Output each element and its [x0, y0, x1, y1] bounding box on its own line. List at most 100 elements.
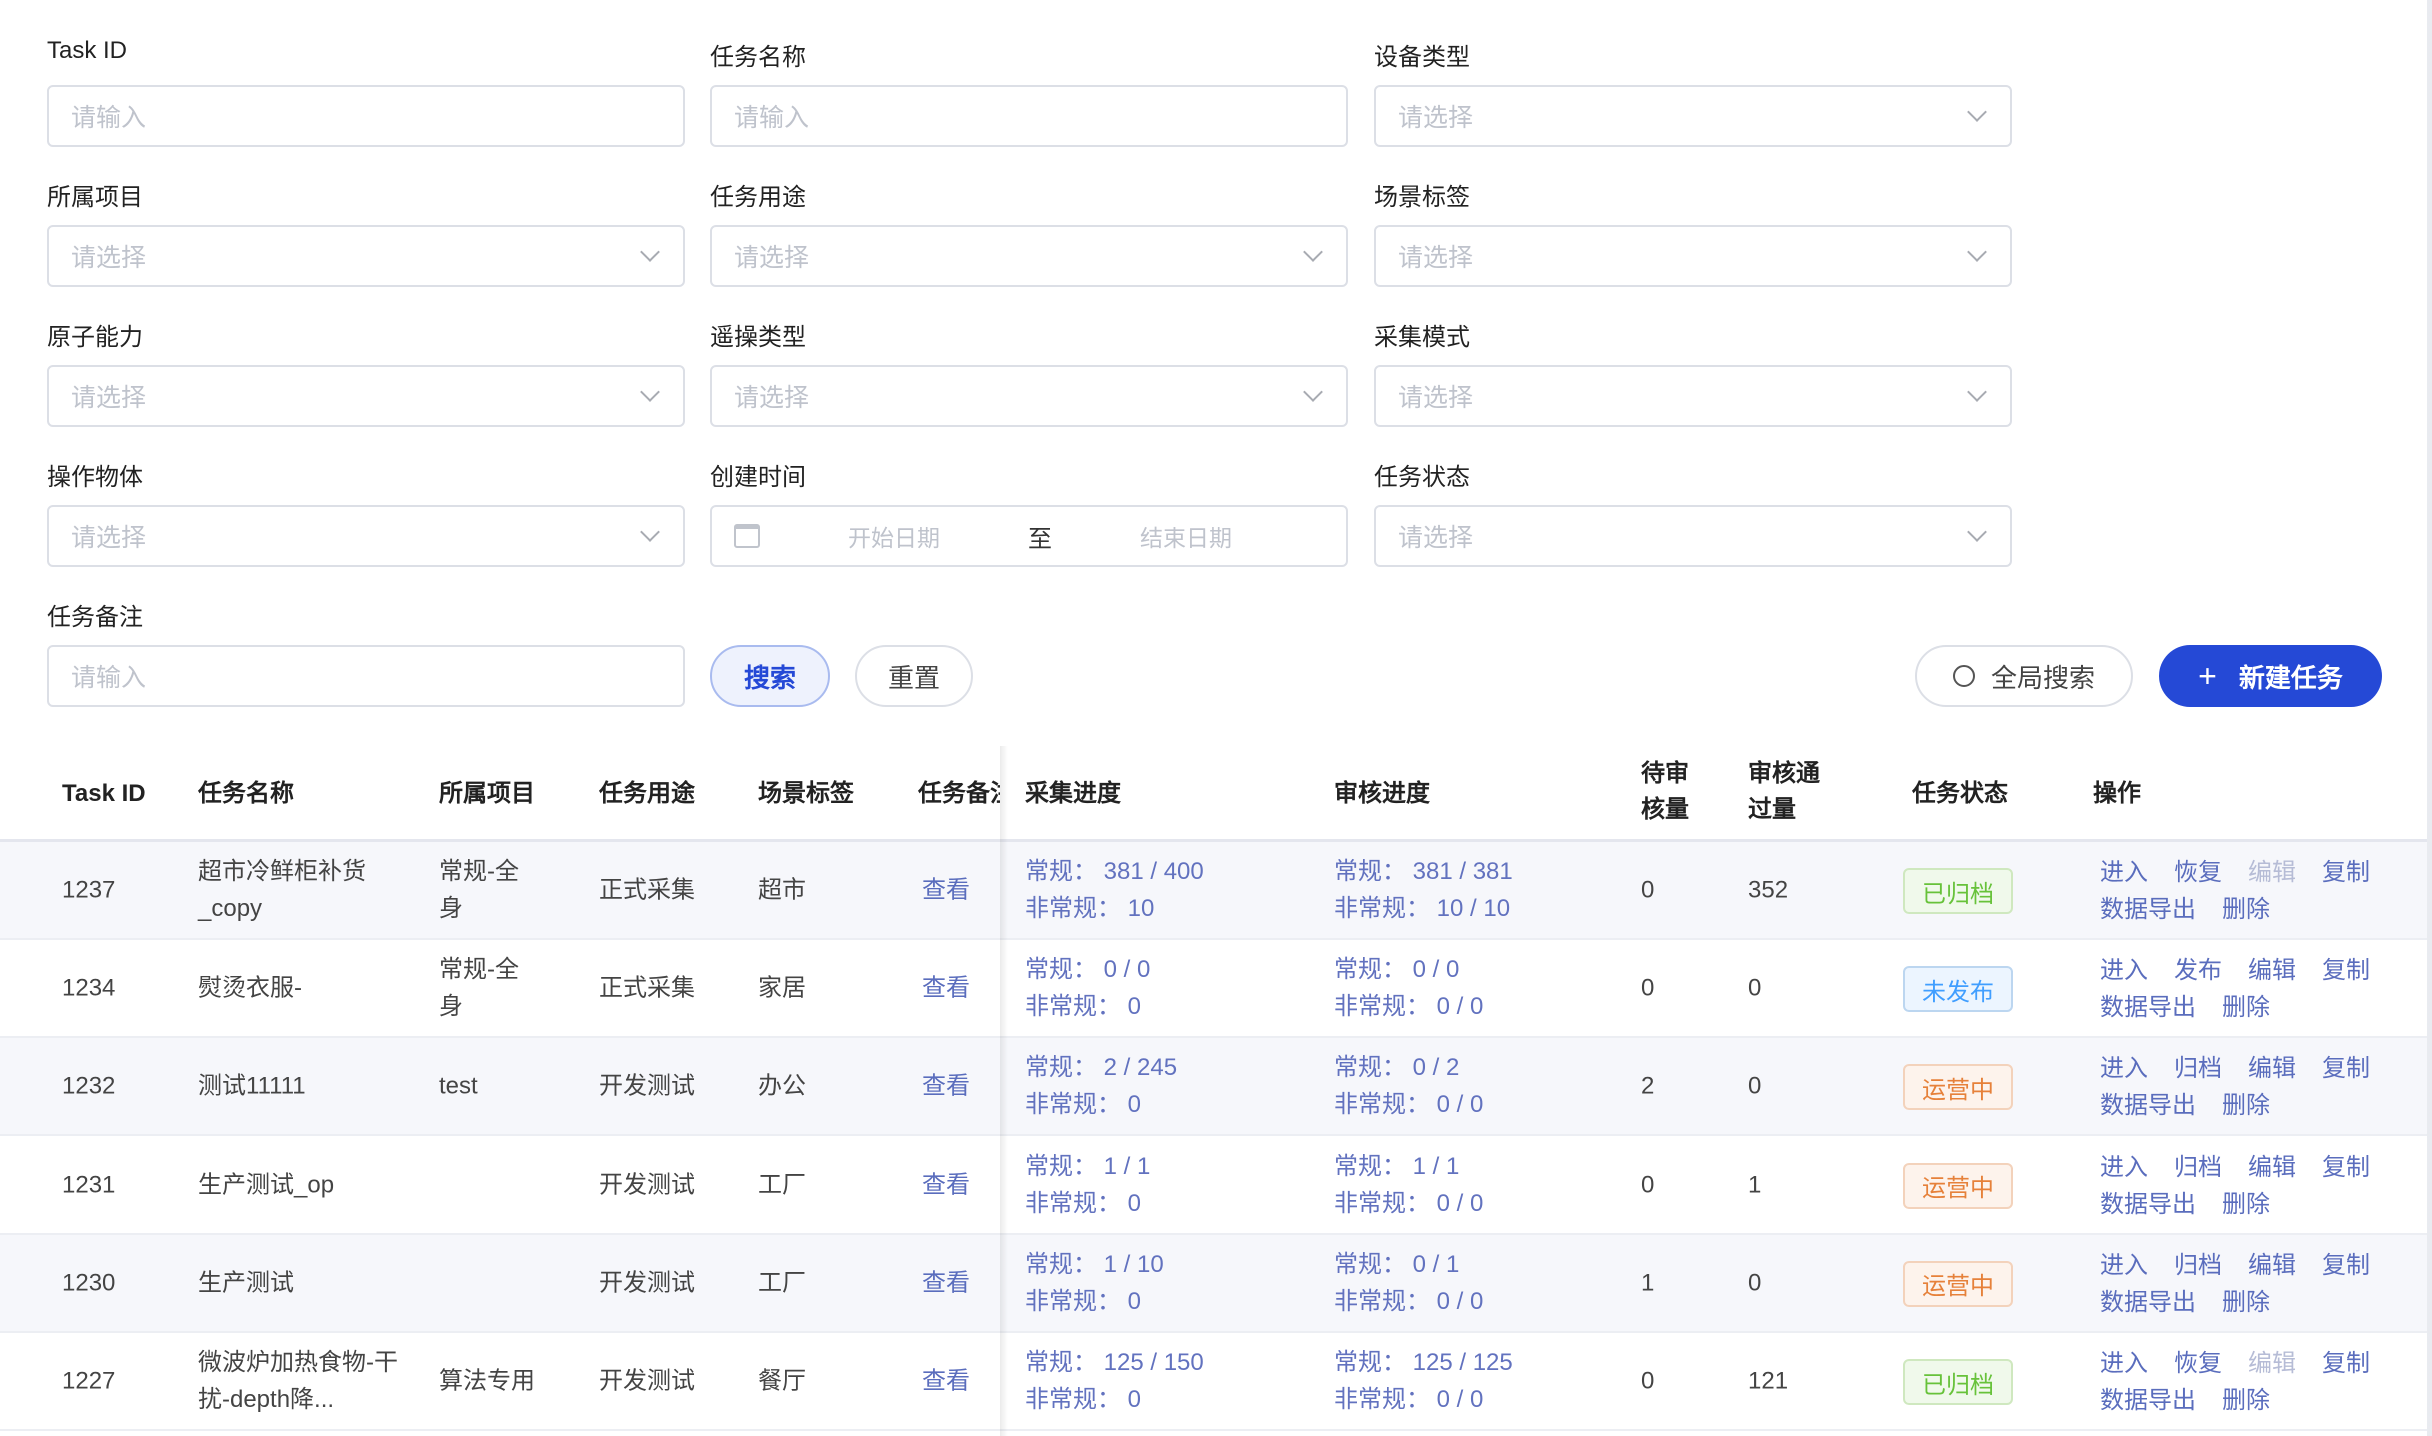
action-2[interactable]: 编辑 [2248, 957, 2296, 985]
fixed-column-shadow [1000, 746, 1008, 1436]
review-progress-irregular: 非常规： 0 / 0 [1334, 993, 1484, 1021]
action-5[interactable]: 删除 [2222, 1387, 2270, 1414]
filter-input[interactable]: 请输入 [47, 85, 685, 147]
filter-select[interactable]: 请选择 [710, 365, 1348, 427]
chevron-down-icon [640, 382, 660, 402]
calendar-icon [734, 524, 760, 548]
collect-progress-regular: 常规： 0 / 0 [1025, 956, 1151, 984]
action-0[interactable]: 进入 [2100, 1055, 2148, 1083]
action-2[interactable]: 编辑 [2248, 1350, 2296, 1377]
review-progress-irregular: 非常规： 0 / 0 [1334, 1091, 1484, 1119]
action-2[interactable]: 编辑 [2248, 1251, 2296, 1279]
filter-label: 原子能力 [47, 324, 143, 351]
action-2[interactable]: 编辑 [2248, 1153, 2296, 1181]
chevron-down-icon [1303, 242, 1323, 262]
action-3[interactable]: 复制 [2322, 859, 2370, 886]
action-1[interactable]: 归档 [2174, 1153, 2222, 1181]
action-0[interactable]: 进入 [2100, 1153, 2148, 1181]
review-progress-irregular: 非常规： 0 / 0 [1334, 1189, 1484, 1217]
start-date-input[interactable]: 开始日期 [848, 525, 940, 551]
action-2[interactable]: 编辑 [2248, 1055, 2296, 1083]
new-task-button[interactable]: + 新建任务 [2159, 645, 2382, 707]
action-0[interactable]: 进入 [2100, 957, 2148, 985]
action-4[interactable]: 数据导出 [2100, 1092, 2196, 1120]
table-row: 1234 熨烫衣服- 常规-全身 正式采集 家居 查看 常规： 0 / 0 非常规： 0 常规：… [0, 940, 2427, 1039]
action-3[interactable]: 复制 [2322, 1153, 2370, 1181]
task-use: 开发测试 [599, 1072, 695, 1100]
view-note-link[interactable]: 查看 [922, 1072, 970, 1100]
action-5[interactable]: 删除 [2222, 994, 2270, 1022]
column-header: 待审核量 [1641, 760, 1689, 823]
action-5[interactable]: 删除 [2222, 1092, 2270, 1120]
filter-input[interactable]: 请输入 [710, 85, 1348, 147]
global-search-button[interactable]: 全局搜索 [1915, 645, 2133, 707]
action-1[interactable]: 恢复 [2174, 859, 2222, 886]
project: 常规-全身 [439, 956, 519, 1021]
placeholder: 请输入 [71, 104, 147, 132]
view-note-link[interactable]: 查看 [922, 1367, 970, 1395]
filter-select[interactable]: 请选择 [47, 505, 685, 567]
review-progress-irregular: 非常规： 0 / 0 [1334, 1386, 1484, 1413]
task-name: 生产测试 [198, 1269, 294, 1297]
column-header: 任务名称 [198, 780, 294, 807]
review-progress-irregular: 非常规： 0 / 0 [1334, 1287, 1484, 1315]
action-4[interactable]: 数据导出 [2100, 1288, 2196, 1316]
filter-select[interactable]: 请选择 [1374, 85, 2012, 147]
reset-button[interactable]: 重置 [855, 645, 973, 707]
filter-label: 设备类型 [1374, 44, 1470, 71]
action-4[interactable]: 数据导出 [2100, 994, 2196, 1022]
action-5[interactable]: 删除 [2222, 896, 2270, 923]
action-3[interactable]: 复制 [2322, 957, 2370, 985]
review-progress-irregular: 非常规： 10 / 10 [1334, 895, 1511, 922]
placeholder: 请选择 [1398, 384, 1474, 412]
view-note-link[interactable]: 查看 [922, 1171, 970, 1199]
filter-label: 任务状态 [1374, 464, 1470, 491]
action-0[interactable]: 进入 [2100, 1251, 2148, 1279]
collect-progress-irregular: 非常规： 0 [1025, 1386, 1142, 1413]
filter-select[interactable]: 请选择 [47, 365, 685, 427]
view-note-link[interactable]: 查看 [922, 876, 970, 904]
action-1[interactable]: 归档 [2174, 1251, 2222, 1279]
filter-select[interactable]: 请选择 [710, 225, 1348, 287]
action-0[interactable]: 进入 [2100, 1350, 2148, 1377]
collect-progress-irregular: 非常规： 0 [1025, 1287, 1142, 1315]
action-3[interactable]: 复制 [2322, 1251, 2370, 1279]
action-1[interactable]: 恢复 [2174, 1350, 2222, 1377]
action-1[interactable]: 归档 [2174, 1055, 2222, 1083]
review-passed-count: 0 [1748, 974, 1762, 1002]
filter-select[interactable]: 请选择 [1374, 365, 2012, 427]
action-3[interactable]: 复制 [2322, 1350, 2370, 1377]
created-time-range-picker[interactable]: 开始日期 至 结束日期 [710, 505, 1348, 567]
collect-progress-irregular: 非常规： 0 [1025, 1189, 1142, 1217]
action-3[interactable]: 复制 [2322, 1055, 2370, 1083]
status-badge: 运营中 [1903, 1260, 2013, 1307]
filter-select[interactable]: 请选择 [1374, 225, 2012, 287]
action-5[interactable]: 删除 [2222, 1288, 2270, 1316]
action-5[interactable]: 删除 [2222, 1190, 2270, 1218]
action-0[interactable]: 进入 [2100, 859, 2148, 886]
view-note-link[interactable]: 查看 [922, 974, 970, 1002]
chevron-down-icon [1303, 382, 1323, 402]
vertical-scrollbar[interactable] [2427, 0, 2432, 1436]
filter-label: 任务备注 [47, 604, 143, 631]
task-name: 熨烫衣服- [198, 974, 302, 1002]
action-2[interactable]: 编辑 [2248, 859, 2296, 886]
action-4[interactable]: 数据导出 [2100, 896, 2196, 923]
placeholder: 请选择 [734, 244, 810, 272]
review-progress-regular: 常规： 0 / 0 [1334, 956, 1460, 984]
task-id: 1230 [62, 1269, 116, 1297]
filter-input[interactable]: 请输入 [47, 645, 685, 707]
action-1[interactable]: 发布 [2174, 957, 2222, 985]
action-4[interactable]: 数据导出 [2100, 1190, 2196, 1218]
filter-select[interactable]: 请选择 [1374, 505, 2012, 567]
collect-progress-regular: 常规： 1 / 10 [1025, 1250, 1164, 1278]
action-4[interactable]: 数据导出 [2100, 1387, 2196, 1414]
column-header: 审核进度 [1334, 780, 1430, 807]
filter-select[interactable]: 请选择 [47, 225, 685, 287]
project: 常规-全身 [439, 858, 519, 922]
view-note-link[interactable]: 查看 [922, 1269, 970, 1297]
chevron-down-icon [640, 522, 660, 542]
search-button[interactable]: 搜索 [710, 645, 830, 707]
pending-review-count: 0 [1641, 1367, 1655, 1395]
end-date-input[interactable]: 结束日期 [1140, 525, 1232, 551]
